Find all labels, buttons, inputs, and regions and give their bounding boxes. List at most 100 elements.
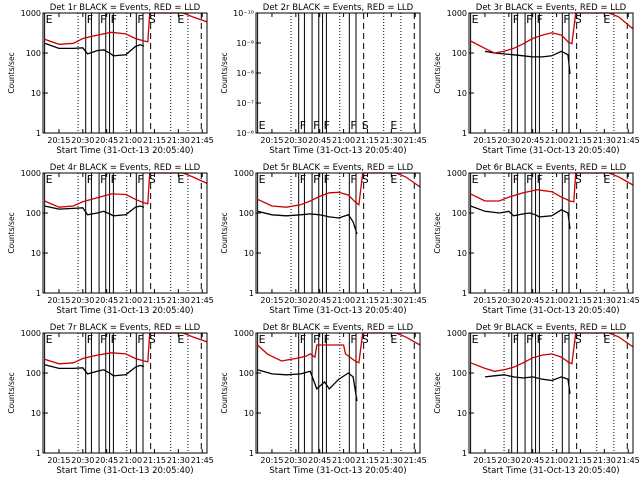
y-tick-label: 10 [457,249,467,258]
x-tick-label: 21:00 [119,136,142,145]
event-marker-label: S [362,119,369,132]
event-marker-label: F [563,13,569,26]
y-tick-label: 1 [36,449,41,458]
y-tick-label: 10 [31,409,41,418]
x-tick-label: 21:15 [356,296,379,305]
event-marker-label: F [350,173,356,186]
x-tick-label: 21:15 [356,136,379,145]
y-tick-label: 1000 [234,329,254,338]
x-tick-label: 20:15 [47,136,70,145]
x-tick-label: 21:45 [191,456,214,465]
y-tick-label: 10 [31,249,41,258]
x-tick-label: 20:30 [497,136,520,145]
x-tick-label: 20:15 [47,296,70,305]
y-tick-label: 100 [452,369,467,378]
x-axis-label: Start Time (31-Oct-13 20:05:40) [269,146,406,156]
event-marker-label: F [300,333,306,346]
event-marker-label: F [137,333,143,346]
x-tick-label: 21:00 [119,456,142,465]
x-axis-label: Start Time (31-Oct-13 20:05:40) [56,466,193,476]
y-tick-label: 10⁻⁶ [236,129,254,138]
panel-title: Det 9r BLACK = Events, RED = LLD [476,323,627,333]
series-line-events [257,210,358,235]
x-tick-label: 21:30 [380,456,403,465]
y-axis-label: Counts/sec [7,372,16,413]
event-marker-label: E [177,173,184,186]
x-tick-label: 21:00 [545,136,568,145]
x-axis-label: Start Time (31-Oct-13 20:05:40) [269,466,406,476]
y-tick-label: 10 [244,249,254,258]
event-marker-label: F [313,173,319,186]
y-tick-label: 100 [452,209,467,218]
event-marker-label: F [137,13,143,26]
event-marker-label: F [563,333,569,346]
event-marker-label: F [537,13,543,26]
y-tick-label: 10 [244,409,254,418]
y-tick-label: 100 [26,369,41,378]
x-axis-label: Start Time (31-Oct-13 20:05:40) [56,306,193,316]
y-tick-label: 1 [462,449,467,458]
x-tick-label: 20:45 [308,456,331,465]
event-marker-label: E [603,173,610,186]
event-marker-label: E [259,173,266,186]
panel-title: Det 3r BLACK = Events, RED = LLD [476,3,627,13]
event-marker-label: F [350,333,356,346]
x-tick-label: 20:30 [71,456,94,465]
y-tick-label: 1 [462,129,467,138]
plot-frame [42,12,208,134]
x-tick-label: 21:15 [143,136,166,145]
series-line-events [484,374,571,394]
event-marker-label: E [603,333,610,346]
event-marker-label: E [472,173,479,186]
y-tick-label: 1 [249,289,254,298]
y-tick-label: 10 [457,409,467,418]
series-line-events [257,369,358,402]
x-tick-label: 21:00 [332,456,355,465]
x-axis-label: Start Time (31-Oct-13 20:05:40) [482,146,619,156]
plot-frame [468,12,634,134]
event-marker-label: S [575,173,582,186]
plot-frame [255,332,421,454]
x-tick-label: 20:45 [308,136,331,145]
x-tick-label: 21:45 [617,136,640,145]
event-marker-label: E [177,13,184,26]
x-axis-label: Start Time (31-Oct-13 20:05:40) [482,466,619,476]
event-marker-label: F [537,173,543,186]
event-marker-label: F [100,333,106,346]
event-marker-label: S [575,13,582,26]
event-marker-label: F [324,173,330,186]
event-marker-label: E [390,173,397,186]
event-marker-label: E [603,13,610,26]
y-tick-label: 1000 [21,169,41,178]
x-tick-label: 21:00 [545,296,568,305]
x-tick-label: 21:30 [167,296,190,305]
y-tick-label: 100 [26,49,41,58]
x-tick-label: 20:30 [284,456,307,465]
series-line-events [484,50,571,74]
x-tick-label: 21:45 [617,296,640,305]
x-tick-label: 21:00 [332,296,355,305]
plot-frame [255,172,421,294]
x-tick-label: 21:30 [380,136,403,145]
x-tick-label: 20:30 [497,296,520,305]
event-marker-label: S [362,333,369,346]
y-tick-label: 10 [31,89,41,98]
event-marker-label: F [313,119,319,132]
x-tick-label: 21:30 [167,456,190,465]
x-tick-label: 20:45 [521,296,544,305]
x-tick-label: 21:15 [569,296,592,305]
event-marker-label: F [300,119,306,132]
event-marker-label: F [100,13,106,26]
y-tick-label: 10⁻¹⁰ [233,9,254,18]
x-tick-label: 21:15 [569,456,592,465]
x-tick-label: 21:45 [191,136,214,145]
y-tick-label: 1000 [447,9,467,18]
event-marker-label: E [46,173,53,186]
x-tick-label: 20:15 [260,136,283,145]
y-tick-label: 10⁻⁹ [236,39,254,48]
